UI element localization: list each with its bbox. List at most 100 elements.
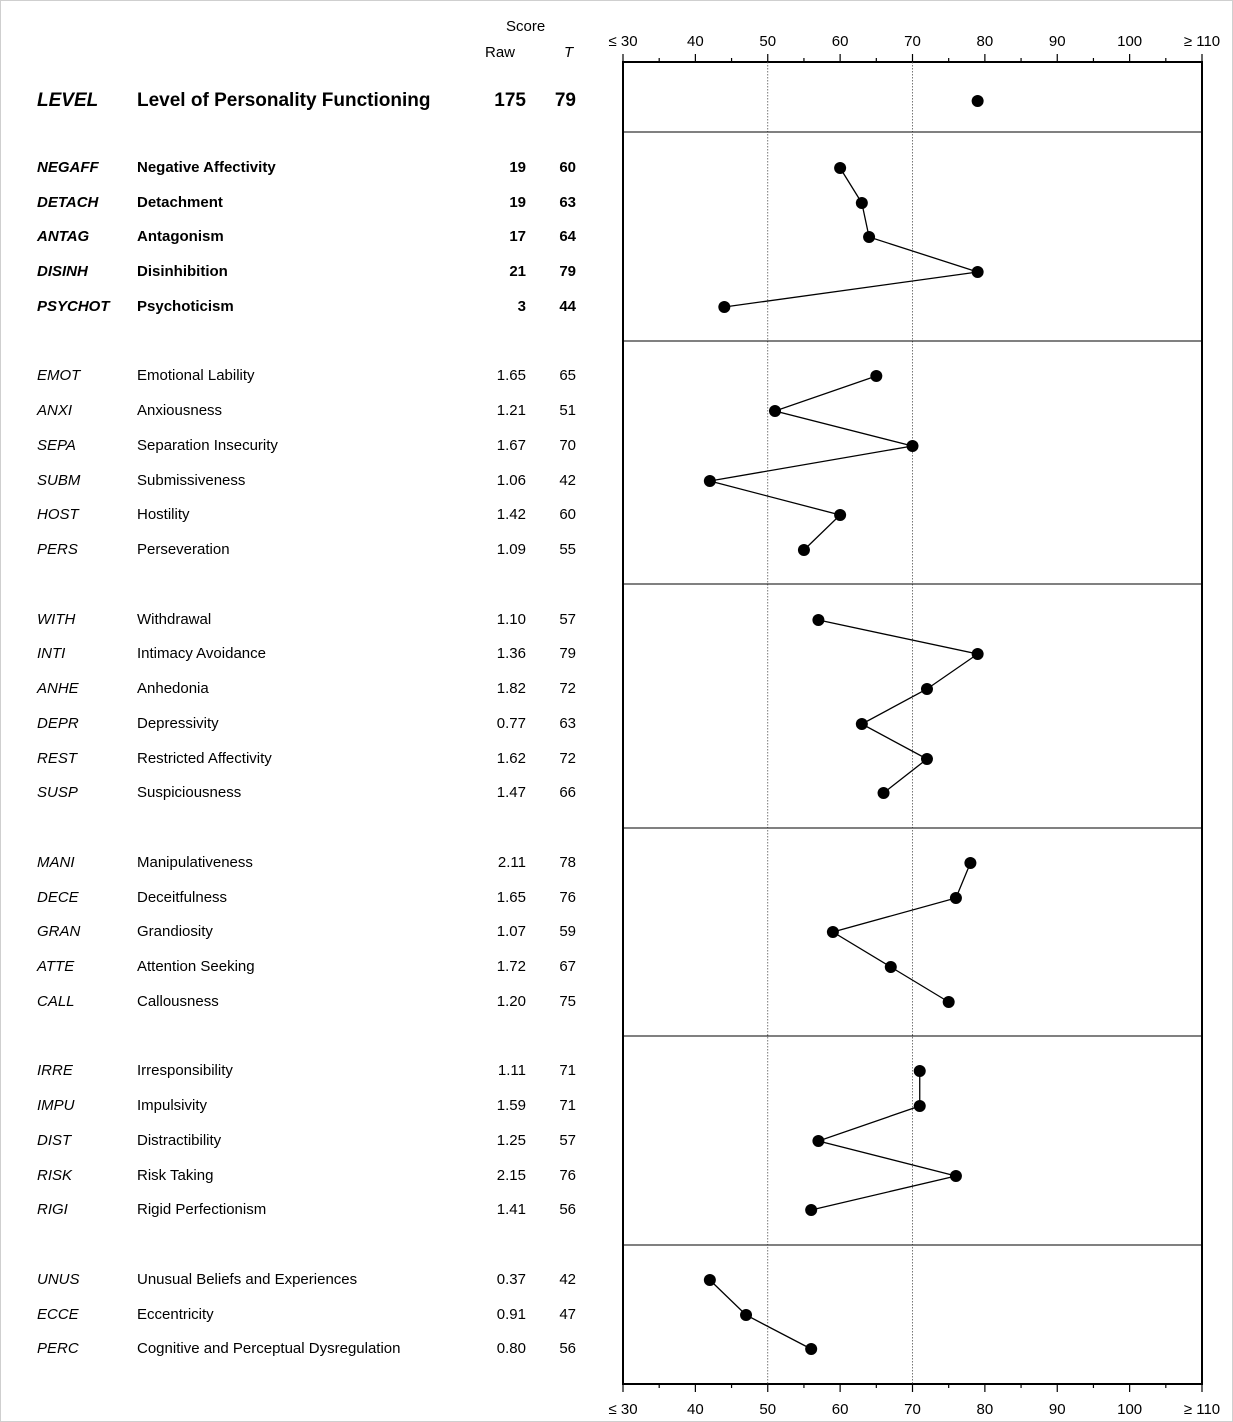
raw-score: 1.21 bbox=[496, 402, 526, 419]
scale-name: Emotional Lability bbox=[137, 367, 255, 384]
raw-score: 19 bbox=[509, 159, 526, 176]
scale-abbr: EMOT bbox=[37, 367, 81, 384]
scale-name: Anxiousness bbox=[137, 402, 223, 419]
scale-name: Irresponsibility bbox=[137, 1062, 233, 1079]
scale-abbr: PSYCHOT bbox=[37, 298, 110, 315]
bottom-tick-label: 100 bbox=[1117, 1401, 1142, 1418]
score-row-rigi: RIGI Rigid Perfectionism 1.41 56 bbox=[0, 1195, 600, 1225]
score-row-call: CALL Callousness 1.20 75 bbox=[0, 987, 600, 1017]
point-with bbox=[812, 614, 825, 626]
score-row-anhe: ANHE Anhedonia 1.82 72 bbox=[0, 674, 600, 704]
score-row-susp: SUSP Suspiciousness 1.47 66 bbox=[0, 778, 600, 808]
scale-abbr: SEPA bbox=[37, 437, 76, 454]
point-irre bbox=[913, 1065, 926, 1077]
top-tick-label: 100 bbox=[1117, 33, 1142, 50]
scale-name: Manipulativeness bbox=[137, 854, 253, 871]
bottom-tick-label: 80 bbox=[977, 1401, 994, 1418]
raw-score: 1.06 bbox=[496, 472, 526, 489]
scale-name: Detachment bbox=[137, 194, 223, 211]
scale-abbr: HOST bbox=[37, 506, 79, 523]
raw-score: 2.15 bbox=[496, 1167, 526, 1184]
point-gran bbox=[826, 926, 839, 938]
point-dece bbox=[949, 892, 962, 904]
profile-line-group-6 bbox=[811, 1071, 957, 1211]
point-subm bbox=[703, 475, 716, 487]
scale-name: Unusual Beliefs and Experiences bbox=[137, 1271, 358, 1288]
scale-name: Attention Seeking bbox=[137, 958, 255, 975]
point-anxi bbox=[768, 405, 781, 417]
score-row-inti: INTI Intimacy Avoidance 1.36 79 bbox=[0, 639, 600, 669]
profile-line-group-5 bbox=[831, 862, 972, 1003]
point-disinh bbox=[971, 266, 984, 278]
scale-abbr: DECE bbox=[37, 889, 79, 906]
t-score: 42 bbox=[559, 1271, 576, 1288]
t-score: 67 bbox=[559, 958, 576, 975]
score-row-antag: ANTAG Antagonism 17 64 bbox=[0, 222, 600, 252]
t-score: 56 bbox=[559, 1340, 576, 1357]
score-row-rest: REST Restricted Affectivity 1.62 72 bbox=[0, 744, 600, 774]
raw-score: 1.65 bbox=[496, 889, 526, 906]
score-row-perc: PERC Cognitive and Perceptual Dysregulati… bbox=[0, 1334, 600, 1364]
t-score: 71 bbox=[559, 1097, 576, 1114]
raw-score: 1.25 bbox=[496, 1132, 526, 1149]
t-score: 47 bbox=[559, 1306, 576, 1323]
t-score: 51 bbox=[559, 402, 576, 419]
raw-score: 1.62 bbox=[496, 750, 526, 767]
scale-abbr: MANI bbox=[37, 854, 75, 871]
point-rigi bbox=[805, 1204, 818, 1216]
score-row-gran: GRAN Grandiosity 1.07 59 bbox=[0, 917, 600, 947]
raw-score: 1.65 bbox=[496, 367, 526, 384]
t-score: 70 bbox=[559, 437, 576, 454]
raw-score: 1.11 bbox=[497, 1062, 526, 1079]
score-row-risk: RISK Risk Taking 2.15 76 bbox=[0, 1161, 600, 1191]
point-perc bbox=[805, 1343, 818, 1355]
point-inti bbox=[971, 648, 984, 660]
point-anhe bbox=[920, 683, 933, 695]
scale-name: Perseveration bbox=[137, 541, 230, 558]
t-score: 42 bbox=[559, 472, 576, 489]
t-score: 66 bbox=[559, 784, 576, 801]
raw-score: 0.77 bbox=[496, 715, 526, 732]
score-row-mani: MANI Manipulativeness 2.11 78 bbox=[0, 848, 600, 878]
scale-abbr: DIST bbox=[37, 1132, 72, 1149]
score-row-host: HOST Hostility 1.42 60 bbox=[0, 500, 600, 530]
score-row-psychot: PSYCHOT Psychoticism 3 44 bbox=[0, 292, 600, 322]
profile-line-group-3 bbox=[709, 375, 913, 551]
point-mani bbox=[964, 857, 977, 869]
scale-abbr: DISINH bbox=[37, 263, 88, 280]
point-pers bbox=[797, 544, 810, 556]
scale-name: Impulsivity bbox=[137, 1097, 208, 1114]
point-sepa bbox=[906, 440, 919, 452]
scale-abbr: GRAN bbox=[37, 923, 81, 940]
scale-name: Intimacy Avoidance bbox=[137, 645, 266, 662]
score-row-irre: IRRE Irresponsibility 1.11 71 bbox=[0, 1056, 600, 1086]
scale-name: Suspiciousness bbox=[137, 784, 242, 801]
score-row-level: LEVEL Level of Personality Functioning 175… bbox=[0, 86, 600, 116]
point-detach bbox=[855, 197, 868, 209]
scale-abbr: PERS bbox=[37, 541, 78, 558]
point-level bbox=[971, 95, 984, 107]
t-score: 63 bbox=[559, 715, 576, 732]
bottom-tick-label: 70 bbox=[904, 1401, 921, 1418]
point-emot bbox=[870, 370, 883, 382]
point-atte bbox=[884, 961, 897, 973]
bottom-tick-label: ≥ 110 bbox=[1184, 1401, 1220, 1418]
point-risk bbox=[949, 1170, 962, 1182]
scale-abbr: UNUS bbox=[37, 1271, 80, 1288]
score-row-ecce: ECCE Eccentricity 0.91 47 bbox=[0, 1300, 600, 1330]
point-dist bbox=[812, 1135, 825, 1147]
score-row-negaff: NEGAFF Negative Affectivity 19 60 bbox=[0, 153, 600, 183]
point-impu bbox=[913, 1100, 926, 1112]
scale-name: Submissiveness bbox=[137, 472, 246, 489]
scale-abbr: DEPR bbox=[37, 715, 79, 732]
bottom-tick-label: 50 bbox=[759, 1401, 776, 1418]
raw-score: 1.72 bbox=[496, 958, 526, 975]
scale-name: Psychoticism bbox=[137, 298, 234, 315]
raw-score: 1.36 bbox=[496, 645, 526, 662]
top-tick-label: ≤ 30 bbox=[608, 33, 637, 50]
scale-abbr: NEGAFF bbox=[37, 159, 99, 176]
scale-name: Callousness bbox=[137, 993, 219, 1010]
score-row-pers: PERS Perseveration 1.09 55 bbox=[0, 535, 600, 565]
t-score: 65 bbox=[559, 367, 576, 384]
